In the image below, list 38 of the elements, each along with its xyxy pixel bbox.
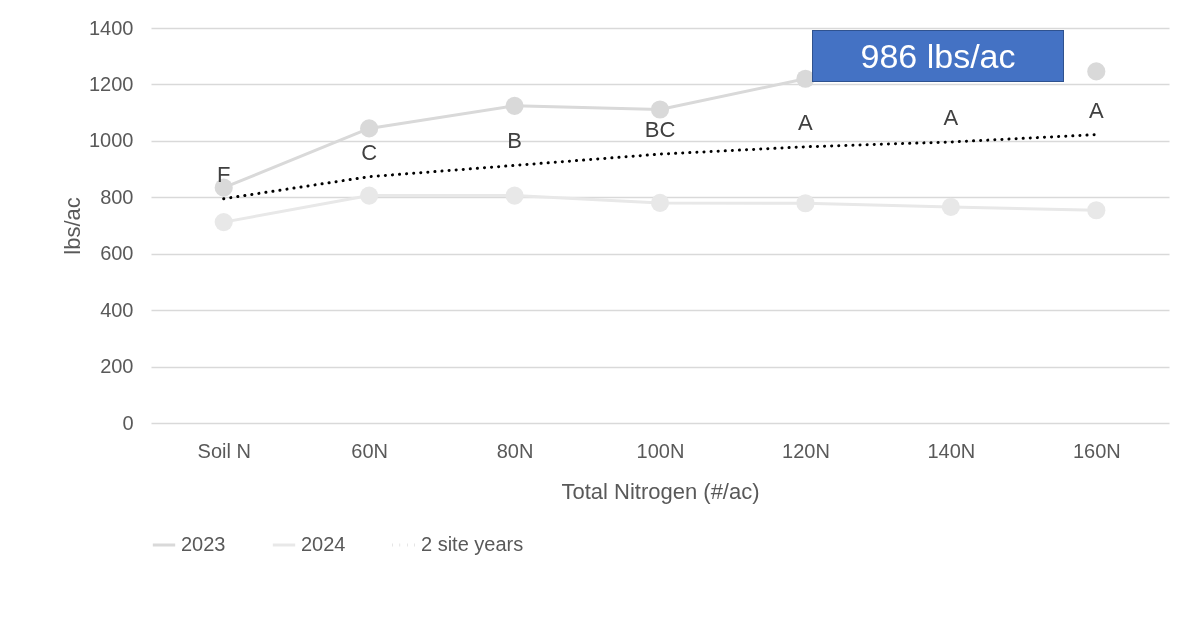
x-axis-title: Total Nitrogen (#/ac) <box>561 478 760 504</box>
y-tick-label: 600 <box>100 242 134 265</box>
y-axis-title: lbs/ac <box>60 197 86 255</box>
point <box>360 119 379 138</box>
point <box>505 96 524 115</box>
annotation: A <box>1088 97 1104 123</box>
point <box>650 193 670 212</box>
x-tick-label: 160N <box>1072 439 1121 462</box>
x-tick-label: 80N <box>496 439 534 462</box>
legend-label: 2024 <box>301 533 346 555</box>
point <box>1087 62 1106 81</box>
point <box>796 69 815 88</box>
y-tick-label: 800 <box>100 185 134 208</box>
point <box>505 186 524 205</box>
y-tick-label: 400 <box>100 298 134 321</box>
y-tick-label: 200 <box>100 355 134 378</box>
legend-label: 2023 <box>181 533 226 555</box>
y-tick-label: 1400 <box>89 16 134 39</box>
point <box>650 100 670 119</box>
x-tick-label: 100N <box>636 439 685 462</box>
annotation: F <box>216 161 231 187</box>
annotation: BC <box>644 117 676 143</box>
point <box>796 194 815 213</box>
y-tick-label: 0 <box>122 411 134 434</box>
x-tick-label: 120N <box>782 439 830 462</box>
y-tick-label: 1000 <box>89 129 134 152</box>
point <box>941 197 960 216</box>
x-tick-label: Soil N <box>197 439 251 462</box>
point <box>360 186 379 205</box>
annotation: C <box>361 139 378 165</box>
callout-box: 986 lbs/ac <box>812 30 1064 82</box>
x-tick-label: 60N <box>351 439 388 462</box>
annotation: A <box>798 109 814 135</box>
legend-label: 2 site years <box>421 533 524 555</box>
annotation: A <box>943 104 959 130</box>
annotation: B <box>507 128 522 154</box>
y-tick-label: 1200 <box>89 72 134 95</box>
x-tick-label: 140N <box>927 439 976 462</box>
